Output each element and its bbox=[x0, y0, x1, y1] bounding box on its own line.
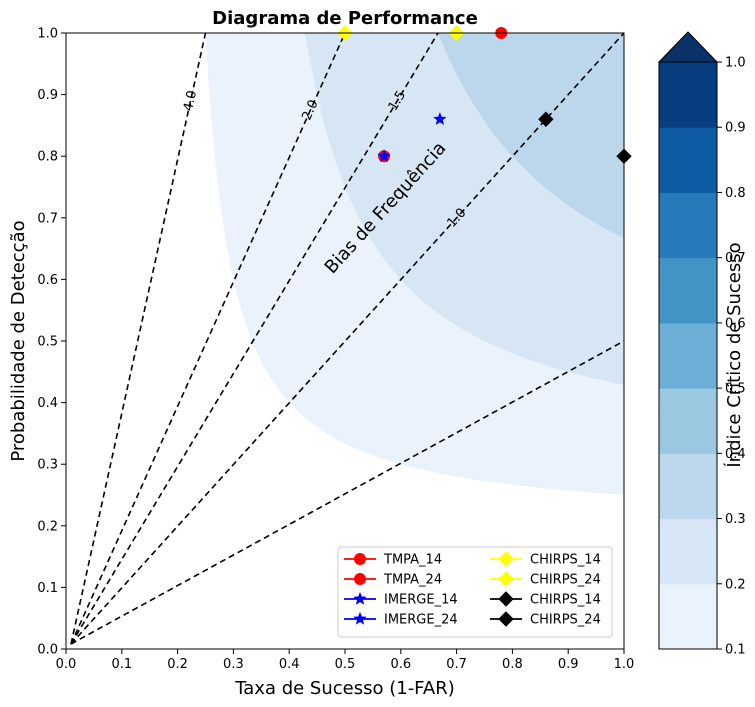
colorbar-band bbox=[659, 257, 717, 324]
csi-band-0.4 bbox=[289, 33, 624, 239]
legend-label: IMERGE_14 bbox=[384, 593, 458, 608]
legend-label: CHIRPS_14 bbox=[530, 553, 601, 568]
y-tick-label: 0.9 bbox=[37, 88, 58, 103]
x-tick-label: 0.3 bbox=[223, 657, 244, 672]
legend-box bbox=[337, 546, 613, 638]
y-tick-label: 0.6 bbox=[37, 273, 58, 288]
x-tick-label: 0.8 bbox=[502, 657, 523, 672]
x-tick-label: 0.0 bbox=[56, 657, 77, 672]
colorbar-tick-label: 0.7 bbox=[725, 251, 746, 266]
legend-label: CHIRPS_24 bbox=[530, 613, 601, 628]
legend-item: CHIRPS_24 bbox=[490, 571, 601, 588]
colorbar-band bbox=[659, 62, 717, 128]
legend-item: CHIRPS_14 bbox=[490, 551, 601, 568]
bias-line bbox=[70, 33, 346, 645]
legend-item: IMERGE_14 bbox=[344, 591, 458, 608]
legend-label: TMPA_24 bbox=[383, 573, 442, 588]
x-tick-label: 0.7 bbox=[446, 657, 467, 672]
x-tick-label: 0.6 bbox=[390, 657, 411, 672]
colorbar-tick-label: 1.0 bbox=[725, 56, 746, 71]
legend-label: IMERGE_24 bbox=[384, 613, 458, 628]
colorbar-tick-label: 0.2 bbox=[725, 577, 746, 592]
y-axis: 0.0 0.1 0.2 0.3 0.4 0.5 0.6 0.7 0.8 0.9 1.0 bbox=[37, 27, 66, 658]
data-point bbox=[538, 111, 554, 127]
legend-marker bbox=[498, 591, 514, 607]
y-tick-label: 0.8 bbox=[37, 150, 58, 165]
legend-item: CHIRPS_14 bbox=[490, 591, 601, 608]
legend-item: TMPA_14 bbox=[344, 553, 442, 568]
y-tick-label: 0.0 bbox=[37, 643, 58, 658]
legend-item: CHIRPS_24 bbox=[490, 611, 601, 628]
colorbar-band bbox=[659, 453, 717, 520]
colorbar: 0.1 0.2 0.3 0.4 0.5 0.6 0.7 0.8 0.9 1.0 bbox=[657, 31, 746, 658]
legend-label: TMPA_14 bbox=[383, 553, 442, 568]
legend-item: TMPA_24 bbox=[344, 573, 442, 588]
legend-marker bbox=[353, 591, 367, 605]
bias-lines bbox=[70, 33, 624, 645]
colorbar-tick-label: 0.8 bbox=[725, 186, 746, 201]
legend: TMPA_14 TMPA_24 IMERGE_14 IMERGE_24 CHIRPS_1… bbox=[337, 546, 613, 638]
colorbar-frame bbox=[658, 61, 718, 650]
legend-marker bbox=[353, 611, 367, 625]
plot-area: 1.01.52.04.0 Bias de Frequência bbox=[65, 25, 632, 650]
y-tick-label: 0.1 bbox=[37, 581, 58, 596]
bias-line-label: 4.0 bbox=[181, 89, 200, 112]
bias-line bbox=[70, 33, 207, 645]
colorbar-tick-label: 0.3 bbox=[725, 512, 746, 527]
colorbar-band bbox=[659, 518, 717, 585]
x-tick-label: 1.0 bbox=[614, 657, 635, 672]
data-point bbox=[433, 112, 447, 126]
colorbar-band bbox=[659, 192, 717, 259]
x-tick-label: 0.9 bbox=[558, 657, 579, 672]
legend-marker bbox=[354, 573, 366, 585]
bias-line bbox=[70, 340, 624, 645]
y-tick-label: 0.7 bbox=[37, 211, 58, 226]
colorbar-extend-arrow bbox=[657, 31, 719, 63]
colorbar-tick-label: 0.4 bbox=[725, 447, 746, 462]
legend-marker bbox=[354, 553, 366, 565]
data-markers bbox=[337, 25, 632, 164]
x-tick-label: 0.4 bbox=[279, 657, 300, 672]
colorbar-tick-label: 0.6 bbox=[725, 316, 746, 331]
legend-label: CHIRPS_14 bbox=[530, 593, 601, 608]
data-point bbox=[377, 149, 391, 163]
bias-line bbox=[70, 33, 624, 645]
y-tick-label: 0.3 bbox=[37, 458, 58, 473]
colorbar-band bbox=[659, 322, 717, 389]
colorbar-label: Índice Crítico de Sucesso bbox=[723, 242, 745, 467]
csi-contours bbox=[121, 33, 624, 581]
x-tick-label: 0.2 bbox=[167, 657, 188, 672]
y-tick-label: 0.2 bbox=[37, 519, 58, 534]
x-axis: 0.0 0.1 0.2 0.3 0.4 0.5 0.6 0.7 0.8 0.9 1.0 bbox=[56, 649, 635, 672]
legend-marker bbox=[498, 611, 514, 627]
legend-item: IMERGE_24 bbox=[344, 611, 458, 628]
bias-line bbox=[70, 33, 439, 645]
colorbar-tick-label: 0.1 bbox=[725, 643, 746, 658]
legend-marker bbox=[498, 571, 514, 587]
y-axis-label: Probabilidade de Detecção bbox=[8, 220, 29, 461]
x-tick-label: 0.1 bbox=[111, 657, 132, 672]
colorbar-band bbox=[659, 127, 717, 193]
x-axis-label: Taxa de Sucesso (1-FAR) bbox=[234, 678, 454, 699]
chart-title: Diagrama de Performance bbox=[212, 8, 478, 29]
y-tick-label: 0.5 bbox=[37, 335, 58, 350]
legend-label: CHIRPS_24 bbox=[530, 573, 601, 588]
y-tick-label: 1.0 bbox=[37, 27, 58, 42]
y-tick-label: 0.4 bbox=[37, 396, 58, 411]
colorbar-band bbox=[659, 583, 717, 650]
legend-marker bbox=[498, 551, 514, 567]
colorbar-tick-label: 0.5 bbox=[725, 382, 746, 397]
colorbar-tick-label: 0.9 bbox=[725, 121, 746, 136]
x-tick-label: 0.5 bbox=[335, 657, 356, 672]
colorbar-band bbox=[659, 388, 717, 454]
